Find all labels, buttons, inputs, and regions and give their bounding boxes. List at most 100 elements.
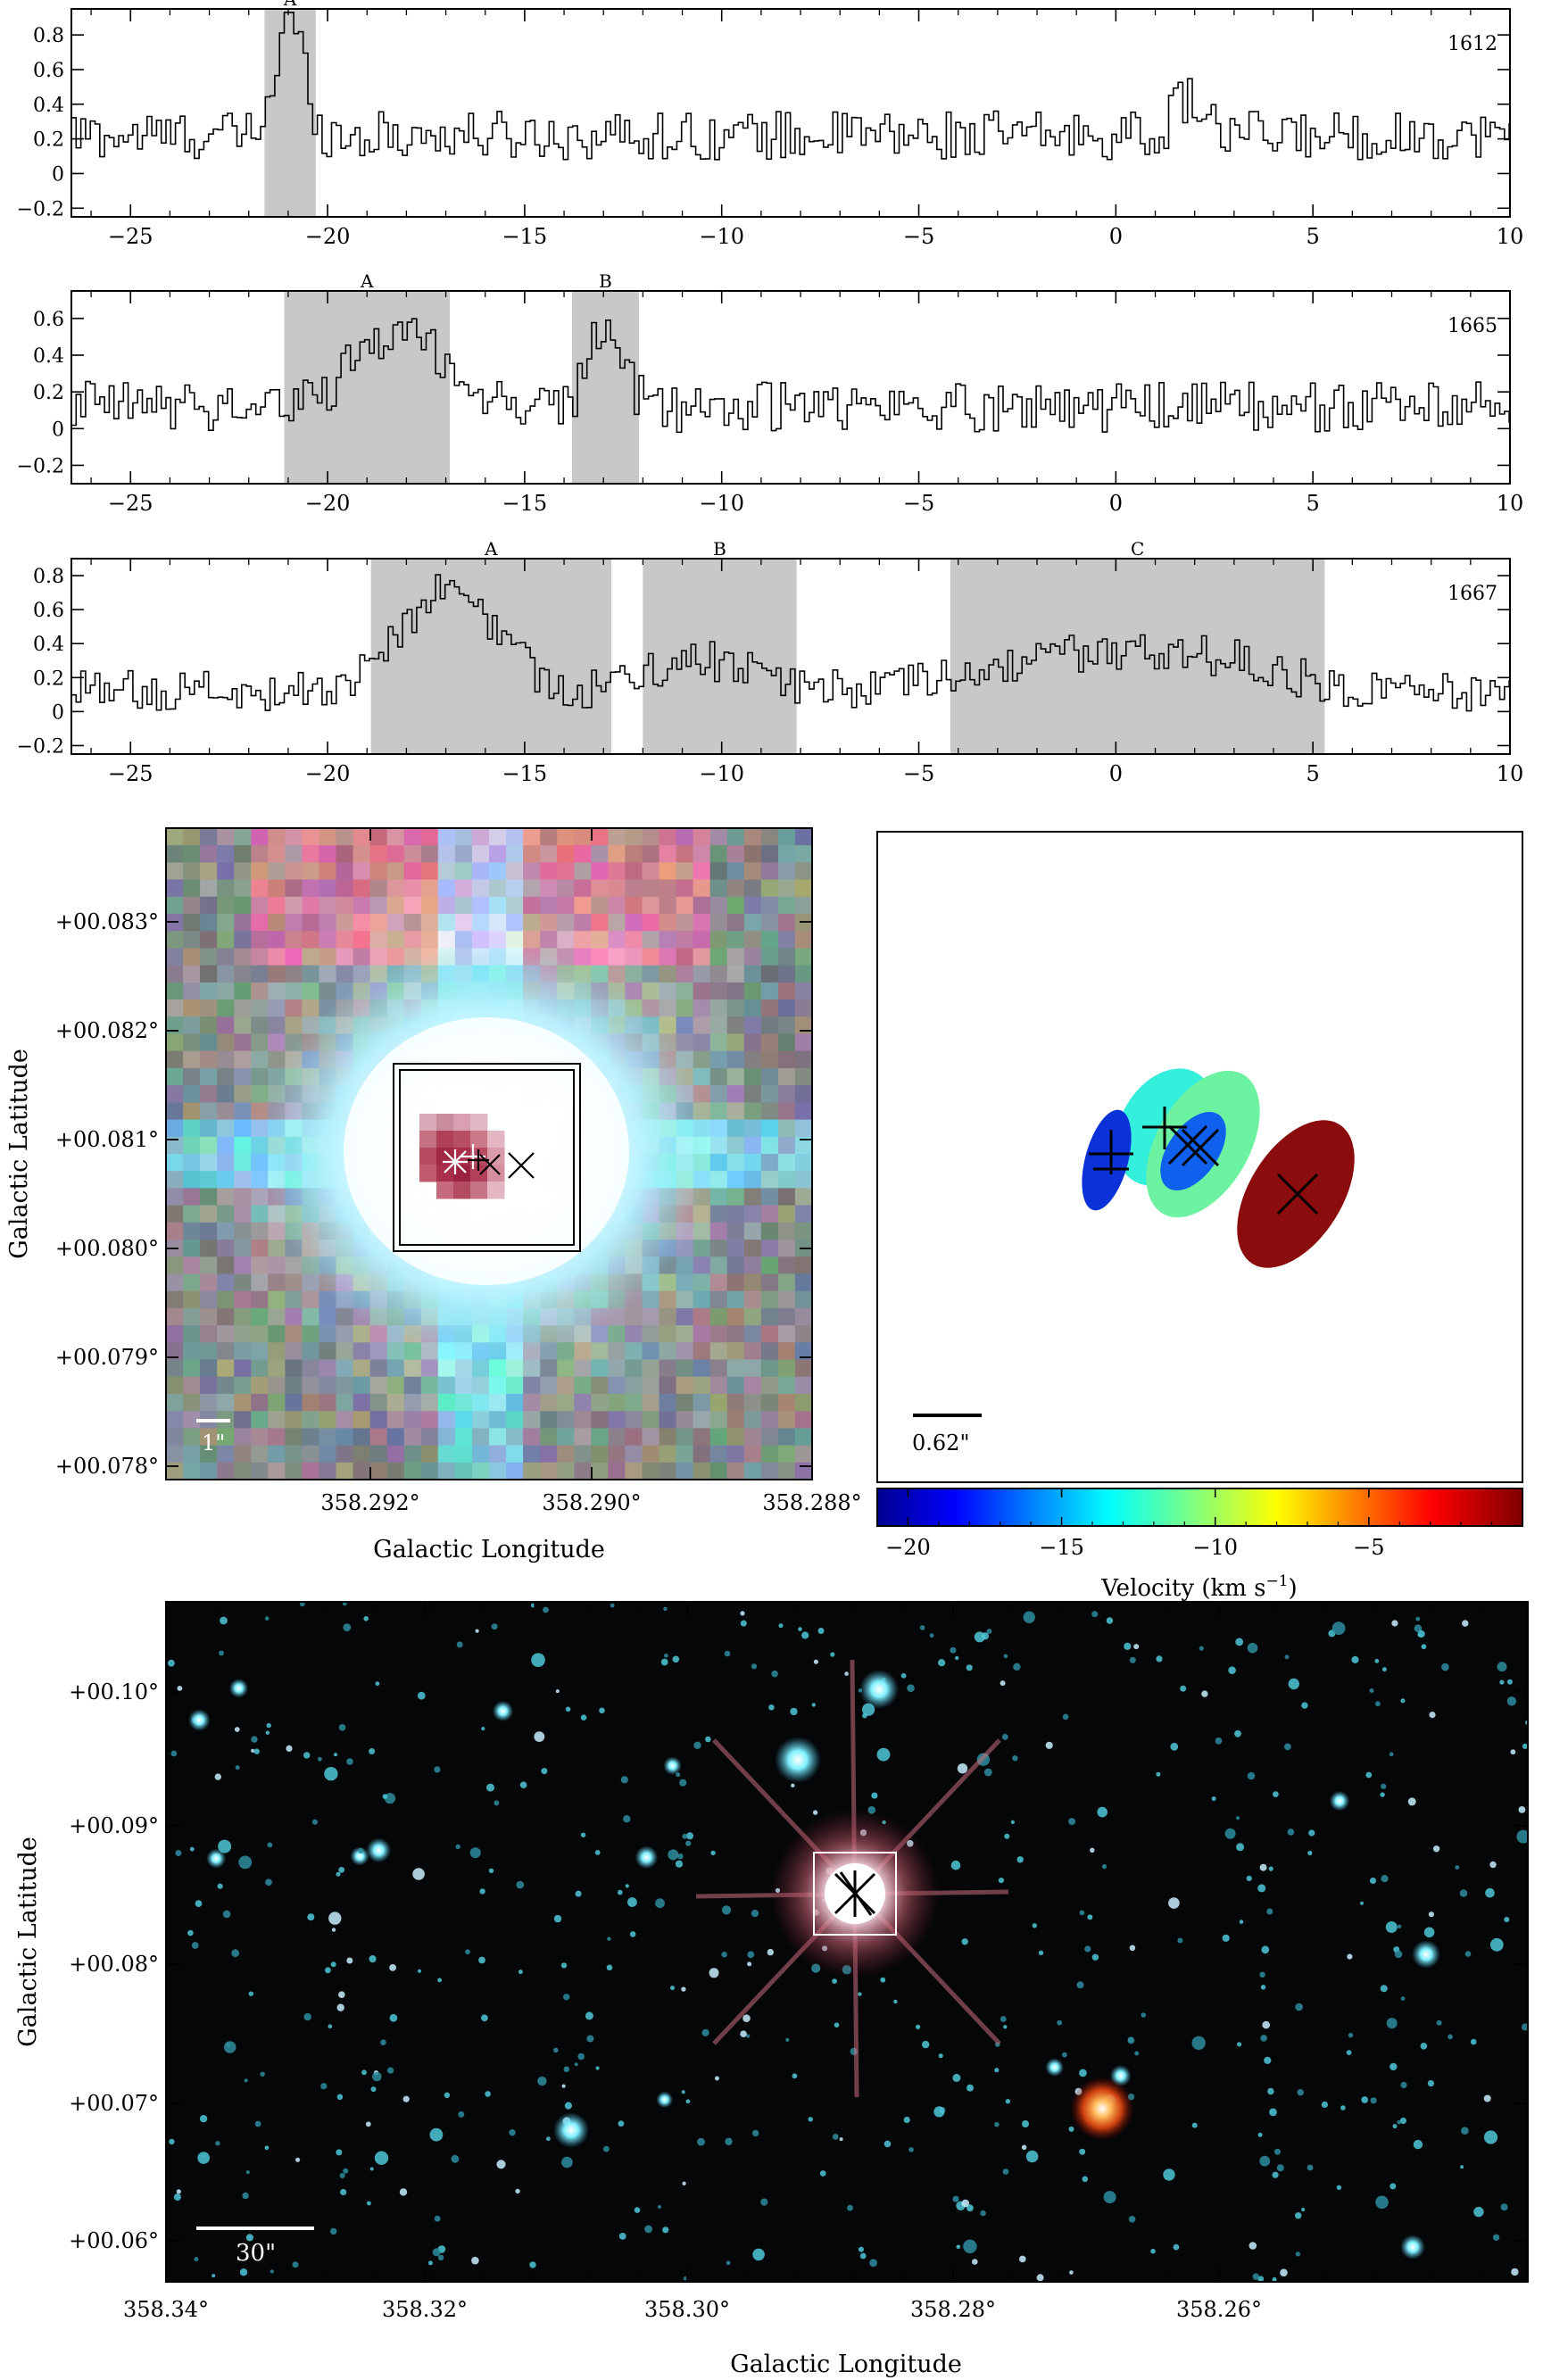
spectrum-line (71, 318, 1510, 434)
wide-x-tick-label: 358.30° (644, 2297, 730, 2322)
y-tick-label: 0.6 (33, 600, 64, 622)
spectrum-1612-panel: A −25 −20 −15 −10 −5 0 5 10 −0.2 0 0.2 0.4 0.6 0.8 1612 (17, 0, 1524, 249)
x-tick-label: −15 (502, 761, 548, 786)
wide-y-tick-label: +00.09° (69, 1813, 159, 1838)
zoom-scalebar-label: 1" (202, 1430, 225, 1455)
band-a (264, 9, 316, 217)
y-tick-label: 0.2 (33, 129, 64, 152)
wide-y-tick-label: +00.10° (69, 1679, 159, 1704)
colorbar-label: Velocity (km s−1) (1100, 1572, 1297, 1602)
colorbar-tick-label: −15 (1039, 1535, 1084, 1560)
wide-y-tick-label: +00.08° (69, 1952, 159, 1977)
zoom-y-tick-label: +00.078° (55, 1454, 159, 1479)
x-tick-label: 0 (1109, 224, 1123, 249)
x-tick-label: −25 (108, 491, 153, 516)
bright-star (859, 1670, 899, 1709)
wide-x-axis-label: Galactic Longitude (730, 2351, 962, 2378)
wide-y-tick-label: +00.06° (69, 2228, 159, 2253)
wide-zoom-box (813, 1852, 897, 1936)
y-tick-label: −0.2 (17, 198, 64, 220)
spectrum-1667-panel: A B C −25 −20 −15 −10 −5 0 5 10 −0.2 0 0.2 0.4 0.6 0.8 16… (17, 538, 1524, 786)
band-label: A (360, 270, 374, 292)
wide-x-tick-label: 358.26° (1176, 2297, 1262, 2322)
x-tick-label: 5 (1307, 761, 1320, 786)
x-tick-label: −20 (305, 491, 351, 516)
x-tick-label: 5 (1307, 224, 1320, 249)
y-tick-label: 0 (52, 419, 64, 441)
y-tick-label: 0.8 (33, 25, 64, 47)
zoom-y-tick-label: +00.081° (55, 1127, 159, 1152)
spectrum-label: 1612 (1448, 33, 1497, 55)
zoom-inner-box (393, 1063, 581, 1252)
x-tick-label: −25 (108, 761, 153, 786)
x-tick-label: 10 (1497, 761, 1524, 786)
wide-x-tick-label: 358.34° (123, 2297, 209, 2322)
spectrum-frame (71, 290, 1511, 485)
x-tick-label: 10 (1497, 224, 1524, 249)
wide-image-pixels (166, 1602, 1528, 2282)
band-b (643, 559, 797, 754)
zoom-x-axis-label: Galactic Longitude (373, 1536, 605, 1563)
velocity-colorbar (876, 1488, 1523, 1527)
bright-star (1400, 2235, 1425, 2260)
band-label: B (713, 538, 726, 560)
wide-image-frame (165, 1601, 1529, 2283)
x-tick-label: −5 (903, 224, 934, 249)
y-tick-label: −0.2 (17, 455, 64, 477)
y-tick-label: 0.4 (33, 345, 64, 368)
zoom-maser-markers (443, 1144, 535, 1179)
y-tick-label: 0.8 (33, 566, 64, 588)
x-tick-label: −5 (903, 491, 934, 516)
y-tick-label: 0.4 (33, 634, 64, 656)
zoom-x-tick-label: 358.292° (320, 1490, 419, 1515)
bright-star (1412, 1940, 1440, 1969)
bright-star (553, 2112, 589, 2148)
wide-scalebar-label: 30" (236, 2240, 276, 2267)
spectrum-label: 1667 (1448, 583, 1497, 605)
y-tick-label: 0.2 (33, 382, 64, 404)
band-label: B (599, 270, 612, 292)
maser-scalebar-label: 0.62" (912, 1430, 969, 1455)
colorbar-tick-label: −10 (1192, 1535, 1238, 1560)
zoom-image-panel: 1" 358.292° 358.290° 358.288° +00.083° +00.0… (5, 827, 862, 1563)
x-tick-label: −25 (108, 224, 153, 249)
y-tick-label: 0.6 (33, 60, 64, 82)
zoom-y-tick-label: +00.083° (55, 909, 159, 934)
wide-x-tick-label: 358.32° (382, 2297, 468, 2322)
spectrum-label: 1665 (1448, 315, 1497, 337)
zoom-y-axis-label: Galactic Latitude (5, 1049, 33, 1259)
y-tick-label: 0.6 (33, 309, 64, 331)
y-tick-label: 0 (52, 701, 64, 724)
zoom-x-tick-label: 358.290° (542, 1490, 641, 1515)
maser-spot-ellipse (1082, 1109, 1132, 1211)
bright-star (775, 1737, 821, 1783)
orange-star (1070, 2077, 1134, 2141)
x-tick-label: −20 (305, 224, 351, 249)
x-tick-label: −10 (699, 224, 744, 249)
zoom-y-tick-label: +00.079° (55, 1345, 159, 1370)
x-tick-label: −5 (903, 761, 934, 786)
band-label: A (484, 538, 498, 560)
x-tick-label: −10 (699, 491, 744, 516)
wide-y-tick-label: +00.07° (69, 2091, 159, 2116)
spectrum-1665-panel: A B −25 −20 −15 −10 −5 0 5 10 −0.2 0 0.2 0.4 0.6 1665 (17, 270, 1524, 516)
x-tick-label: 10 (1497, 491, 1524, 516)
wide-y-axis-label: Galactic Latitude (14, 1837, 42, 2047)
y-tick-label: 0.2 (33, 668, 64, 690)
wide-image-panel: 30" 358.34° 358.32° 358.30° 358.28° 358.26° +… (14, 1601, 1529, 2378)
band-a (370, 559, 612, 754)
zoom-y-tick-label: +00.080° (55, 1236, 159, 1261)
band-label: A (283, 0, 297, 10)
wide-x-tick-label: 358.28° (910, 2297, 996, 2322)
x-tick-label: 5 (1307, 491, 1320, 516)
zoom-inner-box-inner (399, 1069, 575, 1246)
band-c (950, 559, 1325, 754)
x-tick-label: 0 (1109, 761, 1123, 786)
x-tick-label: 0 (1109, 491, 1123, 516)
x-tick-label: −15 (502, 491, 548, 516)
zoom-image-pixels (166, 828, 812, 1480)
x-tick-label: −10 (699, 761, 744, 786)
colorbar-tick-label: −5 (1353, 1535, 1384, 1560)
spectrum-line (71, 12, 1510, 161)
